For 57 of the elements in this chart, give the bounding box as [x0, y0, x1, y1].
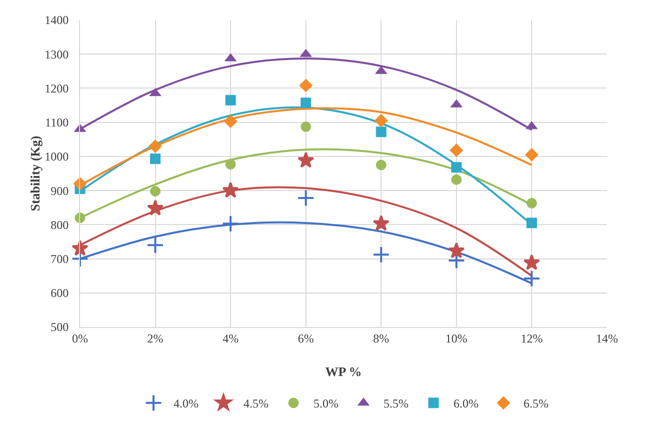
point [451, 174, 462, 185]
legend-label: 4.0% [174, 396, 198, 411]
x-tick-label: 2% [147, 331, 164, 346]
y-tick-label: 700 [50, 252, 69, 266]
legend-label: 5.0% [314, 396, 338, 411]
x-tick-label: 10% [445, 331, 468, 346]
point [148, 139, 162, 153]
x-tick-label: 14% [596, 331, 618, 346]
point [524, 148, 538, 162]
point [374, 114, 388, 128]
point [526, 218, 537, 228]
point [224, 114, 238, 128]
y-axis-title: Stability (Kg) [28, 136, 43, 212]
legend-label: 4.5% [244, 396, 268, 411]
y-tick-label: 1300 [44, 47, 69, 62]
x-tick-label: 0% [72, 331, 88, 346]
point [222, 214, 240, 232]
x-tick-label: 4% [222, 331, 239, 346]
x-axis-title: WP % [325, 364, 362, 379]
y-tick-label: 800 [50, 218, 69, 232]
legend-label: 6.0% [454, 396, 478, 411]
x-tick-label: 6% [298, 331, 314, 346]
point [72, 240, 88, 256]
y-tick-label: 1000 [44, 150, 69, 164]
y-tick-label: 1400 [44, 13, 69, 28]
x-tick-label: 12% [520, 331, 543, 346]
point [222, 182, 239, 198]
point [225, 94, 236, 106]
y-tick-label: 1200 [44, 81, 69, 96]
x-tick-label: 8% [373, 331, 390, 346]
point [300, 122, 312, 132]
point [74, 212, 86, 224]
point [300, 98, 312, 108]
point [73, 176, 87, 190]
point [150, 154, 161, 164]
point [372, 246, 390, 264]
y-tick-label: 1100 [45, 116, 69, 130]
point [146, 236, 164, 254]
point [451, 162, 462, 173]
point [376, 160, 386, 170]
y-tick-label: 500 [50, 320, 69, 334]
legend-label: 6.5% [524, 396, 548, 411]
point [150, 186, 161, 196]
point [297, 189, 315, 207]
point [299, 78, 313, 92]
y-tick-label: 600 [50, 286, 69, 300]
legend-label: 5.5% [384, 396, 408, 411]
point [526, 198, 537, 208]
point [372, 214, 390, 231]
point [450, 144, 464, 158]
point [146, 200, 164, 216]
point [376, 126, 386, 138]
point [298, 152, 314, 168]
point [448, 242, 465, 258]
point [225, 159, 236, 170]
y-tick-label: 900 [50, 184, 69, 198]
point [523, 254, 540, 270]
